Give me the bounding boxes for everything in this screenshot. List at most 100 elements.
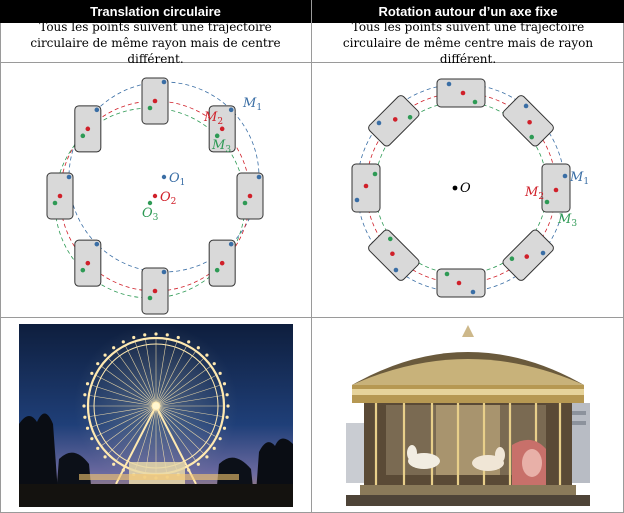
wheel-spoke bbox=[134, 341, 157, 407]
header-rotation: Rotation autour d’un axe fixe bbox=[312, 0, 624, 23]
point-m2 bbox=[247, 193, 253, 199]
wheel-spoke bbox=[155, 374, 217, 407]
rotation-box bbox=[502, 95, 554, 147]
wheel-spoke bbox=[115, 405, 157, 462]
carousel-illustration bbox=[346, 323, 590, 506]
wheel-spoke bbox=[155, 405, 212, 447]
point-m3 bbox=[147, 105, 153, 111]
wheel-spoke bbox=[155, 405, 205, 455]
center-o2 bbox=[152, 193, 158, 199]
label-m2: M2 bbox=[203, 110, 223, 127]
description-rotation: Tous les points suivent une trajectoire … bbox=[342, 20, 594, 66]
center-o1 bbox=[161, 174, 167, 180]
point-m2 bbox=[456, 280, 462, 286]
point-m2 bbox=[57, 193, 63, 199]
wheel-gondola bbox=[176, 335, 180, 340]
wheel-spoke bbox=[124, 345, 157, 407]
wheel-gondola bbox=[96, 446, 100, 450]
wheel-gondola bbox=[187, 340, 191, 344]
label-o1: O1 bbox=[169, 171, 185, 188]
wheel-spoke bbox=[134, 405, 157, 471]
wheel-spoke bbox=[107, 405, 157, 455]
rotation-box bbox=[436, 78, 486, 108]
rotation-box bbox=[502, 229, 554, 281]
point-m2 bbox=[85, 126, 91, 132]
label-o3: O3 bbox=[142, 206, 159, 223]
wheel-gondola bbox=[143, 333, 147, 337]
label-m1: M1 bbox=[242, 96, 262, 113]
wheel-spoke bbox=[95, 374, 157, 407]
wheel-spoke bbox=[107, 357, 157, 407]
point-m2 bbox=[527, 119, 532, 125]
wheel-spoke bbox=[100, 405, 157, 447]
label-o2: O2 bbox=[160, 190, 176, 207]
wheel-spoke bbox=[155, 338, 167, 407]
point-m1 bbox=[562, 173, 568, 179]
description-translation-cell: Tous les points suivent une trajectoire … bbox=[0, 20, 311, 66]
wheel-spoke bbox=[155, 345, 188, 407]
wheel-gondola bbox=[218, 437, 222, 441]
wheel-spoke bbox=[155, 341, 178, 407]
point-m1 bbox=[354, 197, 360, 203]
wheel-spoke bbox=[88, 395, 157, 407]
translation-box bbox=[208, 105, 236, 153]
wheel-gondola bbox=[218, 371, 222, 375]
center-o bbox=[452, 185, 458, 191]
point-m1 bbox=[256, 174, 262, 180]
wheel-gondola bbox=[154, 332, 158, 336]
wheel-gondola bbox=[205, 353, 209, 357]
point-m1 bbox=[161, 269, 167, 275]
divider-horizontal-2 bbox=[0, 317, 624, 318]
wheel-spoke bbox=[100, 365, 157, 407]
wheel-gondola bbox=[121, 340, 125, 344]
translation-box bbox=[236, 172, 264, 220]
wheel-spoke bbox=[155, 405, 197, 462]
point-m3 bbox=[529, 134, 535, 140]
point-m3 bbox=[472, 99, 478, 105]
wheel-spoke bbox=[145, 405, 157, 474]
point-m3 bbox=[544, 199, 550, 205]
point-m3 bbox=[242, 200, 248, 206]
wheel-gondola bbox=[103, 455, 107, 459]
point-m2 bbox=[553, 187, 559, 193]
point-m2 bbox=[390, 251, 395, 257]
wheel-gondola bbox=[222, 426, 227, 430]
wheel-gondola bbox=[205, 455, 209, 459]
point-m3 bbox=[387, 236, 393, 242]
point-m1 bbox=[470, 289, 476, 295]
rotation-box bbox=[368, 95, 420, 147]
translation-box bbox=[74, 239, 102, 287]
wheel-spoke bbox=[155, 395, 224, 407]
point-m2 bbox=[392, 117, 398, 122]
wheel-spoke bbox=[155, 405, 178, 471]
point-m1 bbox=[161, 79, 167, 85]
point-m3 bbox=[80, 267, 86, 273]
wheel-spoke bbox=[91, 405, 157, 428]
point-m3 bbox=[407, 114, 413, 120]
ferris-wheel-illustration bbox=[19, 324, 293, 507]
wheel-gondola bbox=[165, 333, 169, 337]
translation-box bbox=[141, 77, 169, 125]
wheel-spoke bbox=[115, 350, 157, 407]
point-m3 bbox=[80, 133, 86, 139]
rotation-box bbox=[368, 229, 420, 281]
description-translation: Tous les points suivent une trajectoire … bbox=[30, 20, 281, 66]
wheel-gondola bbox=[196, 462, 200, 466]
point-m2 bbox=[85, 260, 91, 266]
wheel-gondola bbox=[103, 353, 107, 357]
divider-horizontal-1 bbox=[0, 62, 624, 63]
point-m2 bbox=[363, 183, 369, 189]
wheel-gondola bbox=[212, 446, 216, 450]
point-m3 bbox=[509, 256, 515, 262]
point-m2 bbox=[524, 254, 530, 259]
divider-vertical bbox=[311, 0, 312, 513]
point-m2 bbox=[152, 98, 158, 104]
translation-box bbox=[46, 172, 74, 220]
point-m2 bbox=[460, 90, 466, 96]
point-m1 bbox=[376, 120, 382, 126]
wheel-gondola bbox=[196, 346, 200, 350]
ferris-wheel-photo bbox=[19, 324, 293, 507]
wheel-gondola bbox=[226, 404, 230, 408]
point-m3 bbox=[52, 200, 58, 206]
